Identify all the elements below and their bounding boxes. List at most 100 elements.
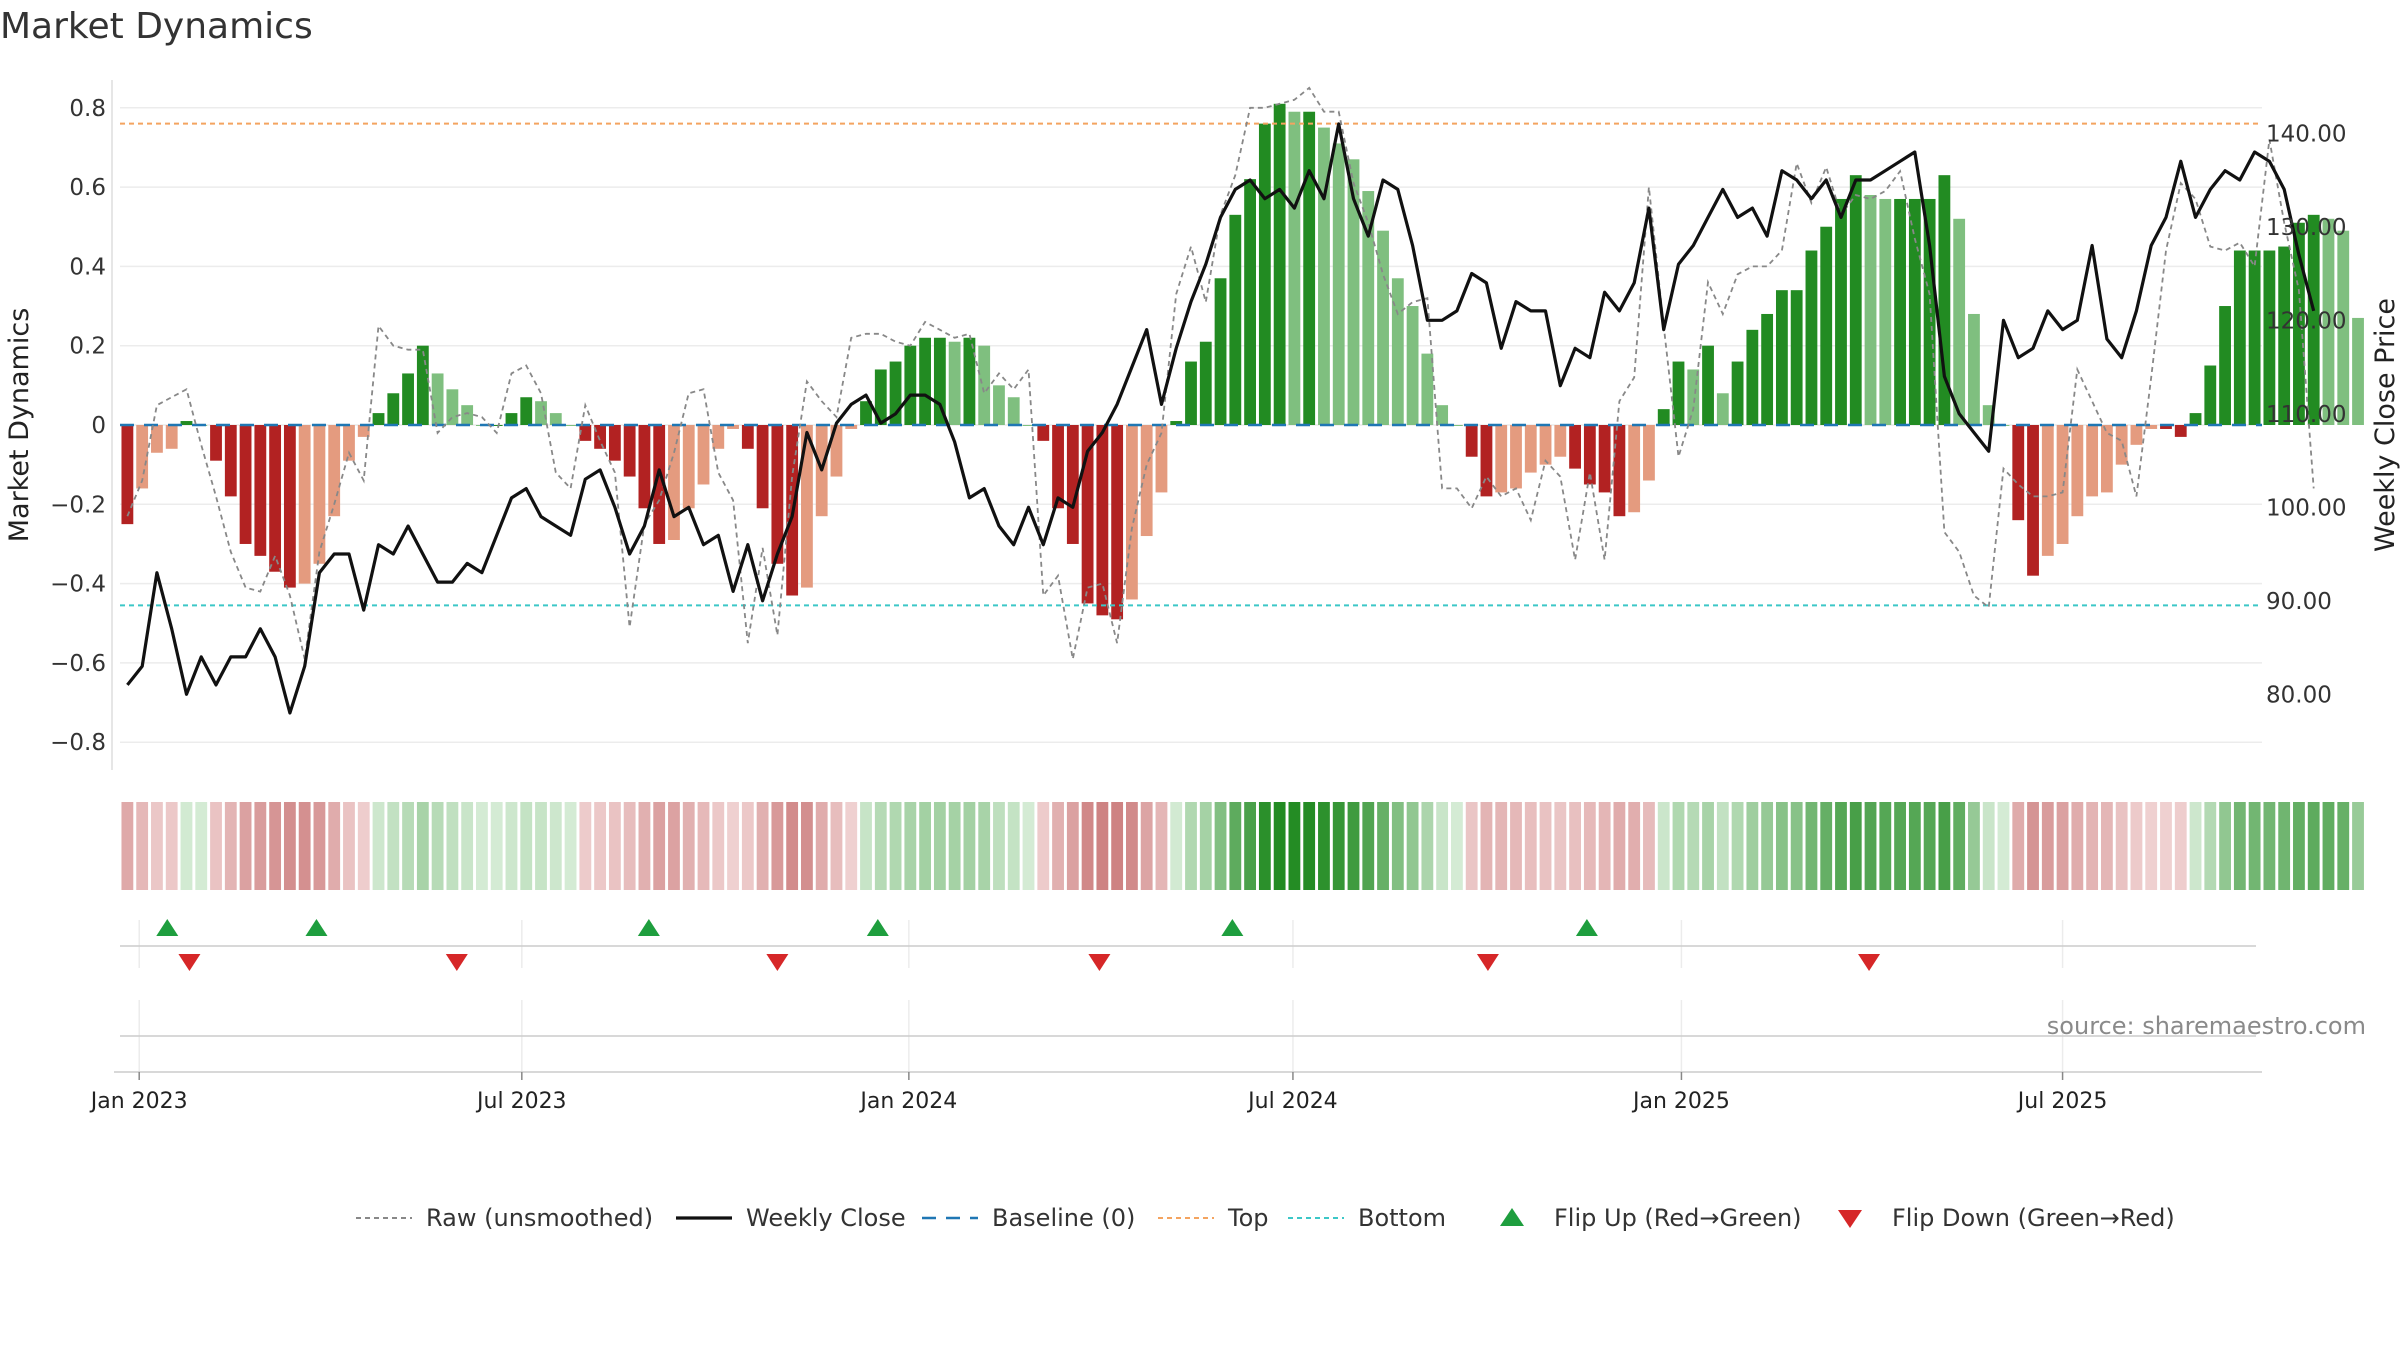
heat-cell — [1613, 802, 1626, 890]
heat-cell — [2352, 802, 2364, 890]
heat-cell — [505, 802, 518, 890]
momentum-bar — [372, 413, 385, 425]
heat-cell — [1362, 802, 1375, 890]
flip-up-marker — [637, 919, 660, 936]
momentum-bar — [1007, 397, 1020, 425]
heat-cell — [1332, 802, 1345, 890]
x-tick-label: Jan 2024 — [858, 1089, 957, 1114]
heat-cell — [1377, 802, 1389, 890]
legend-item-top: Top — [1158, 1204, 1269, 1232]
flip-down-marker — [1858, 954, 1881, 971]
legend-item-baseline: Baseline (0) — [922, 1204, 1135, 1232]
momentum-bar — [2071, 425, 2084, 517]
heat-cell — [2278, 802, 2291, 890]
y2-tick-label: 110.00 — [2266, 402, 2346, 428]
momentum-bar — [1111, 425, 1124, 620]
momentum-bar — [1805, 250, 1818, 425]
heat-cell — [1066, 802, 1079, 890]
heat-cell — [1894, 802, 1906, 890]
heat-cell — [727, 802, 739, 890]
heat-cell — [1081, 802, 1094, 890]
heat-cell — [594, 802, 607, 890]
heat-cell — [1495, 802, 1508, 890]
heat-cell — [1539, 802, 1552, 890]
x-tick-label: Jul 2023 — [475, 1089, 567, 1114]
momentum-bar — [904, 345, 917, 425]
momentum-bar — [2352, 317, 2364, 425]
heat-cell — [1450, 802, 1463, 890]
heat-cell — [372, 802, 385, 890]
heat-cell — [1303, 802, 1316, 890]
heat-cell — [195, 802, 208, 890]
heat-cell — [431, 802, 444, 890]
momentum-bar — [1037, 425, 1050, 441]
momentum-bar — [402, 373, 414, 425]
momentum-bar — [1938, 175, 1951, 425]
heat-cell — [608, 802, 621, 890]
momentum-bar — [1820, 226, 1833, 425]
heat-cell — [963, 802, 976, 890]
momentum-bar — [165, 425, 178, 449]
momentum-bar — [224, 425, 237, 497]
momentum-bar — [1258, 123, 1271, 425]
heat-cell — [993, 802, 1005, 890]
heat-cell — [1835, 802, 1847, 890]
heat-cell — [1554, 802, 1567, 890]
heat-cell — [1982, 802, 1995, 890]
momentum-bar — [357, 425, 370, 437]
momentum-bar — [269, 425, 282, 572]
momentum-bar — [343, 425, 355, 461]
momentum-bar — [1687, 369, 1700, 425]
momentum-bar — [1775, 290, 1788, 425]
momentum-bar — [505, 413, 518, 425]
axes: 0.8 0.6 0.4 0.2 0 −0.2 −0.4 −0.6 −0.8 140.00 130.0… — [4, 80, 2400, 1114]
momentum-bar — [1273, 103, 1286, 426]
y-axis-label: Market Dynamics — [4, 308, 35, 543]
heat-cell — [2174, 802, 2187, 890]
heat-cell — [1391, 802, 1404, 890]
heat-cell — [1908, 802, 1921, 890]
momentum-bar — [623, 425, 636, 477]
heat-cell — [1155, 802, 1168, 890]
momentum-bar — [416, 345, 429, 425]
heat-cell — [1214, 802, 1227, 890]
momentum-bar — [2115, 425, 2128, 465]
heat-cell — [2130, 802, 2143, 890]
heat-cell — [933, 802, 946, 890]
momentum-bar — [1244, 179, 1256, 425]
momentum-bar — [549, 413, 562, 425]
heat-cell — [254, 802, 267, 890]
heat-cell — [579, 802, 592, 890]
y2-tick-label: 80.00 — [2266, 682, 2332, 708]
heat-cell — [2145, 802, 2158, 890]
flip-down-marker — [766, 954, 789, 971]
flip-down-marker — [445, 954, 468, 971]
momentum-bar — [1126, 425, 1138, 600]
legend-label: Top — [1227, 1204, 1269, 1232]
momentum-bar — [1480, 425, 1493, 497]
heat-cell — [180, 802, 193, 890]
heat-cell — [771, 802, 784, 890]
flip-up-marker — [156, 919, 179, 936]
momentum-bar — [1421, 353, 1434, 425]
momentum-bar — [1968, 313, 1980, 425]
heat-cell — [874, 802, 887, 890]
heat-cell — [1022, 802, 1035, 890]
heat-cell — [1170, 802, 1183, 890]
flip-up-marker — [1575, 919, 1598, 936]
heat-cell — [1790, 802, 1803, 890]
legend: Raw (unsmoothed) Weekly Close Baseline (0)… — [356, 1204, 2175, 1232]
heat-cell — [948, 802, 961, 890]
momentum-bar — [638, 425, 651, 509]
momentum-bar — [741, 425, 754, 449]
heat-cell — [2100, 802, 2113, 890]
momentum-bar — [608, 425, 621, 461]
legend-swatch-flip-down — [1838, 1210, 1862, 1228]
heat-cell — [712, 802, 725, 890]
momentum-bar — [889, 361, 902, 425]
momentum-heat-strip — [121, 802, 2364, 890]
legend-label: Raw (unsmoothed) — [426, 1204, 653, 1232]
heat-cell — [564, 802, 577, 890]
momentum-bar — [919, 337, 932, 425]
heat-cell — [416, 802, 429, 890]
